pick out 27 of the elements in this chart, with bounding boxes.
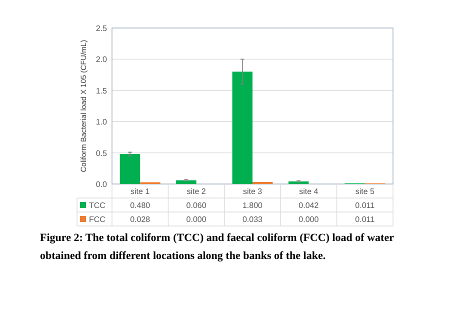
x-tick-label: site 3: [242, 187, 263, 196]
data-label: 0.033: [242, 215, 264, 224]
y-tick-label: 1.0: [96, 118, 108, 127]
x-tick-label: site 2: [186, 187, 206, 196]
y-tick-label: 1.5: [96, 86, 108, 96]
bar: [232, 72, 252, 184]
bar: [120, 154, 140, 184]
data-label: 0.011: [355, 201, 376, 210]
data-label: 0.000: [298, 215, 320, 224]
y-tick-label: 0.5: [96, 148, 108, 158]
data-label: 0.480: [130, 201, 151, 210]
data-label: 0.060: [186, 201, 207, 210]
y-tick-label: 0.0: [96, 180, 108, 189]
bar: [176, 180, 196, 184]
x-tick-label: site 1: [130, 187, 150, 196]
data-label: 1.800: [242, 201, 264, 210]
x-tick-label: site 4: [299, 187, 319, 196]
data-label: 0.028: [130, 215, 151, 224]
legend-label: FCC: [89, 215, 106, 224]
data-label: 0.011: [355, 215, 376, 224]
y-tick-label: 2.5: [96, 24, 108, 33]
data-label: 0.042: [298, 201, 320, 210]
data-label: 0.000: [186, 215, 207, 224]
caption: Figure 2: The total coliform (TCC) and faecal coliform (FCC) load of water obtained from different locations along the banks of the lake.: [40, 232, 394, 262]
x-tick-label: site 5: [355, 187, 376, 196]
legend-label: TCC: [89, 201, 106, 210]
y-tick-label: 2.0: [96, 55, 108, 64]
